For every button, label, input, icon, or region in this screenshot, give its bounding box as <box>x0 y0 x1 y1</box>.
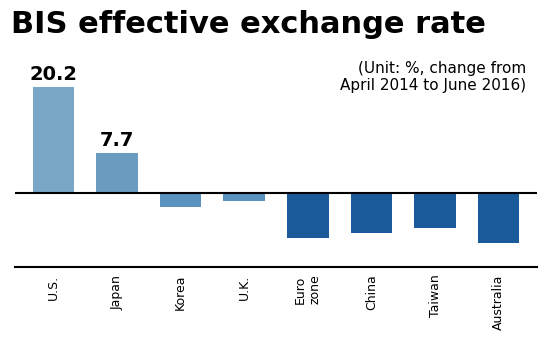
Bar <box>33 87 74 193</box>
Text: 7.7: 7.7 <box>100 131 134 150</box>
Text: (Unit: %, change from
April 2014 to June 2016): (Unit: %, change from April 2014 to June… <box>341 61 527 93</box>
Text: 20.2: 20.2 <box>29 65 77 84</box>
Bar <box>160 193 201 207</box>
Bar <box>96 153 137 193</box>
Bar <box>224 193 265 201</box>
Bar <box>478 193 519 243</box>
Bar <box>415 193 456 227</box>
Bar <box>287 193 328 238</box>
Bar <box>351 193 392 233</box>
Text: BIS effective exchange rate: BIS effective exchange rate <box>11 10 486 39</box>
